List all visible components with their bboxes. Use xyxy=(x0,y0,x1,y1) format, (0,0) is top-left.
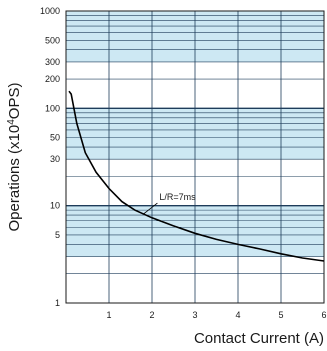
y-tick-1000: 1000 xyxy=(40,6,60,16)
y-axis-title-exponent: 4 xyxy=(6,119,17,125)
x-tick-6: 6 xyxy=(321,310,326,320)
x-tick-3: 3 xyxy=(192,310,197,320)
x-tick-5: 5 xyxy=(278,310,283,320)
x-tick-4: 4 xyxy=(235,310,240,320)
y-tick-1: 1 xyxy=(55,298,60,308)
x-axis-title: Contact Current (A) xyxy=(194,330,324,347)
y-axis-title: Operations (x104OPS) xyxy=(6,83,24,232)
plot-frame xyxy=(65,10,325,304)
y-tick-100: 100 xyxy=(45,103,60,113)
y-axis-title-prefix: Operations (x10 xyxy=(6,125,23,232)
operations-curve xyxy=(68,90,325,262)
y-tick-200: 200 xyxy=(45,74,60,84)
x-tick-2: 2 xyxy=(149,310,154,320)
y-tick-10: 10 xyxy=(50,201,60,211)
y-tick-50: 50 xyxy=(50,133,60,143)
y-tick-5: 5 xyxy=(55,230,60,240)
y-tick-300: 300 xyxy=(45,57,60,67)
y-tick-500: 500 xyxy=(45,35,60,45)
y-axis-title-suffix: OPS) xyxy=(6,83,23,120)
x-tick-1: 1 xyxy=(106,310,111,320)
x-tick-labels: 1 2 3 4 5 6 xyxy=(106,310,326,320)
annotation-leader-line xyxy=(143,202,158,215)
annotation-label: L/R=7ms xyxy=(159,192,196,202)
y-tick-30: 30 xyxy=(50,154,60,164)
y-tick-labels: 1 5 10 30 50 100 200 300 500 1000 xyxy=(40,6,60,308)
